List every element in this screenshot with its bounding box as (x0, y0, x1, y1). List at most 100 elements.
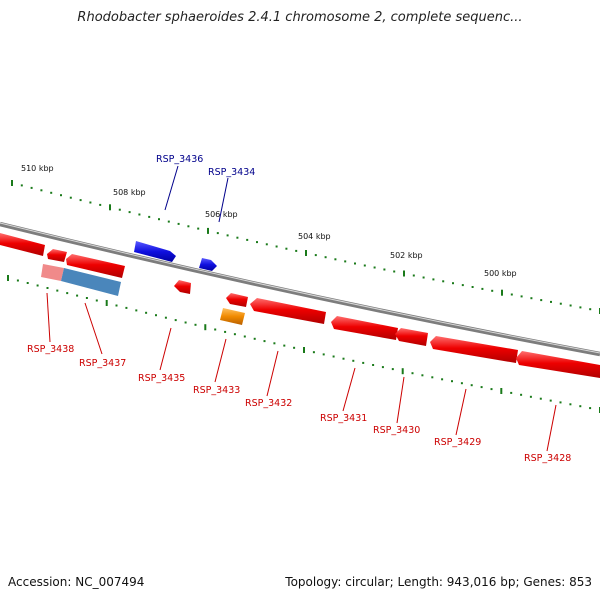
outer-ruler-minor-tick (559, 302, 562, 305)
gene-rsp3433-red[interactable] (226, 293, 248, 307)
chromosome-backbone (0, 221, 600, 357)
inner-ruler-minor-tick (263, 340, 266, 343)
gene-label-rsp3438[interactable]: RSP_3438 (27, 344, 74, 355)
outer-ruler-minor-tick (118, 208, 121, 211)
inner-ruler-minor-tick (352, 359, 355, 362)
genome-summary-text: Topology: circular; Length: 943,016 bp; … (285, 575, 592, 589)
outer-ruler-minor-tick (334, 258, 337, 261)
outer-ruler-minor-tick (569, 304, 572, 307)
outer-ruler-minor-tick (344, 260, 347, 263)
outer-ruler-minor-tick (285, 247, 288, 250)
outer-ruler-minor-tick (432, 278, 435, 281)
inner-ruler-minor-tick (46, 287, 49, 289)
gene-rsp3437[interactable] (66, 254, 125, 278)
inner-ruler-minor-tick (233, 333, 236, 336)
inner-ruler-minor-tick (95, 299, 98, 302)
inner-ruler-minor-tick (322, 353, 325, 356)
inner-ruler-minor-tick (381, 366, 384, 369)
gene-rsp3436[interactable] (134, 241, 176, 262)
scale-label-506kbp: 506 kbp (205, 210, 238, 219)
outer-ruler-minor-tick (167, 220, 170, 223)
gene-rsp3431[interactable] (331, 316, 398, 340)
inner-ruler-minor-tick (569, 403, 572, 406)
outer-ruler-minor-tick (187, 225, 190, 228)
outer-ruler-minor-tick (540, 299, 543, 302)
inner-ruler-minor-tick (372, 364, 375, 366)
outer-ruler-minor-tick (452, 282, 454, 285)
scale-label-500kbp: 500 kbp (484, 269, 517, 278)
inner-ruler-minor-tick (451, 380, 453, 383)
gene-rsp3428[interactable] (516, 351, 600, 378)
inner-ruler-minor-tick (85, 297, 88, 299)
inner-ruler-minor-tick (164, 316, 167, 319)
outer-ruler-minor-tick (354, 262, 356, 265)
gene-rsp3435[interactable] (174, 280, 191, 294)
scale-label-510kbp: 510 kbp (21, 164, 54, 173)
inner-ruler-minor-tick (184, 321, 187, 324)
scale-ticks (7, 180, 600, 413)
inner-ruler-minor-tick (273, 342, 276, 345)
gene-rsp3438[interactable] (47, 249, 67, 262)
inner-ruler-minor-tick (480, 386, 483, 389)
inner-ruler-major-tick (204, 324, 207, 331)
outer-ruler-minor-tick (50, 191, 53, 194)
outer-ruler-minor-tick (158, 218, 160, 221)
outer-ruler-minor-tick (481, 287, 484, 290)
outer-ruler-minor-tick (491, 289, 494, 292)
inner-ruler-minor-tick (253, 337, 256, 340)
orf-bar-pink[interactable] (41, 264, 64, 281)
gene-label-rsp3429[interactable]: RSP_3429 (434, 437, 481, 448)
inner-ruler-minor-tick (362, 361, 365, 364)
inner-ruler-major-tick (500, 388, 503, 394)
outer-ruler-minor-tick (69, 196, 72, 199)
inner-ruler-minor-tick (145, 311, 148, 314)
accession-text: Accession: NC_007494 (8, 575, 145, 589)
outer-ruler-minor-tick (256, 241, 258, 244)
gene-label-rsp3436[interactable]: RSP_3436 (156, 154, 203, 165)
chromosome-backbone-highlight (0, 222, 600, 354)
gene-rsp3434[interactable] (199, 258, 217, 271)
inner-ruler-minor-tick (559, 401, 562, 404)
orf-bar-orange[interactable] (220, 308, 245, 325)
gene-label-rsp3431[interactable]: RSP_3431 (320, 413, 367, 424)
outer-ruler-minor-tick (20, 184, 23, 187)
inner-ruler-minor-tick (391, 368, 394, 371)
inner-ruler-minor-tick (312, 351, 315, 354)
inner-ruler-minor-tick (490, 388, 493, 391)
outer-ruler-minor-tick (295, 249, 298, 252)
gene-rsp3430[interactable] (395, 328, 428, 346)
inner-ruler-minor-tick (421, 374, 424, 377)
gene-rsp3432[interactable] (250, 298, 326, 324)
inner-ruler-minor-tick (589, 407, 592, 410)
gene-label-rsp3434[interactable]: RSP_3434 (208, 167, 255, 178)
inner-ruler-minor-tick (243, 335, 246, 338)
outer-ruler-minor-tick (265, 243, 268, 246)
outer-ruler-minor-tick (99, 203, 102, 206)
gene-rsp3439[interactable] (0, 233, 45, 256)
orf-bar-blue[interactable] (61, 268, 121, 296)
leader-lines (46, 165, 557, 452)
inner-ruler-minor-tick (115, 304, 118, 307)
outer-ruler-minor-tick (30, 186, 33, 189)
inner-ruler-major-tick (7, 275, 9, 281)
outer-ruler-minor-tick (60, 194, 62, 197)
gene-label-rsp3432[interactable]: RSP_3432 (245, 398, 292, 409)
gene-label-rsp3435[interactable]: RSP_3435 (138, 373, 185, 384)
outer-ruler-minor-tick (236, 236, 239, 239)
inner-ruler-minor-tick (431, 376, 434, 379)
inner-ruler-minor-tick (135, 309, 138, 312)
outer-ruler-minor-tick (383, 268, 386, 271)
gene-rsp3429[interactable] (430, 336, 518, 363)
inner-ruler-minor-tick (332, 355, 335, 358)
gene-label-rsp3428[interactable]: RSP_3428 (524, 453, 571, 464)
gene-label-rsp3433[interactable]: RSP_3433 (193, 385, 240, 396)
map-title: Rhodobacter sphaeroides 2.4.1 chromosome… (77, 10, 523, 25)
inner-ruler-minor-tick (174, 319, 177, 322)
gene-label-rsp3437[interactable]: RSP_3437 (79, 358, 126, 369)
gene-label-rsp3430[interactable]: RSP_3430 (373, 425, 420, 436)
outer-ruler-minor-tick (324, 256, 327, 259)
inner-ruler-minor-tick (342, 357, 345, 360)
outer-ruler-minor-tick (550, 300, 552, 303)
inner-ruler-major-tick (303, 347, 305, 353)
